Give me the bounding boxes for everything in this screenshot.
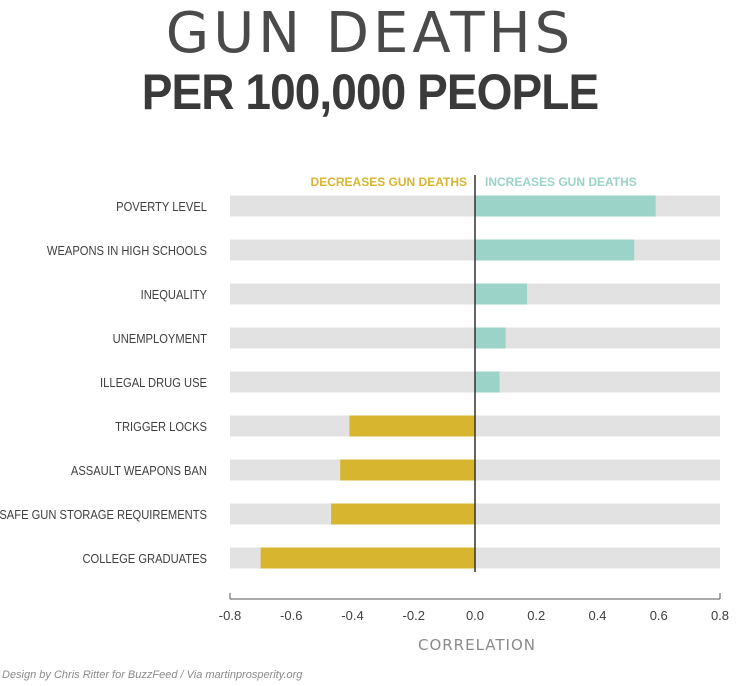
bar-mark	[475, 371, 500, 393]
category-label: SAFE GUN STORAGE REQUIREMENTS	[0, 507, 207, 522]
chart-subtitle: PER 100,000 PEOPLE	[141, 64, 599, 120]
category-label: UNEMPLOYMENT	[113, 331, 208, 346]
category-label: TRIGGER LOCKS	[115, 419, 207, 434]
legend-increases-label: INCREASES GUN DEATHS	[485, 175, 637, 189]
chart-title: GUN DEATHS	[165, 1, 575, 66]
bar-mark	[475, 283, 528, 305]
category-label: POVERTY LEVEL	[116, 199, 207, 214]
category-label: WEAPONS IN HIGH SCHOOLS	[47, 243, 207, 258]
x-tick-label: 0.8	[711, 608, 729, 623]
bar-mark	[331, 503, 475, 525]
bar-mark	[475, 327, 506, 349]
category-label: ILLEGAL DRUG USE	[100, 375, 207, 390]
category-label: ASSAULT WEAPONS BAN	[71, 463, 207, 478]
x-tick-label: 0.4	[588, 608, 606, 623]
x-tick-label: -0.8	[219, 608, 241, 623]
x-axis-title: CORRELATION	[418, 636, 536, 654]
bar-mark	[260, 547, 475, 569]
x-tick-label: -0.4	[341, 608, 363, 623]
x-tick-label: -0.2	[403, 608, 425, 623]
bar-mark	[475, 195, 656, 217]
legend-decreases-label: DECREASES GUN DEATHS	[311, 175, 467, 189]
bar-mark	[340, 459, 475, 481]
category-label: INEQUALITY	[141, 287, 207, 302]
image-credit: Design by Chris Ritter for BuzzFeed / Vi…	[2, 669, 303, 681]
x-tick-label: -0.6	[280, 608, 302, 623]
category-label: COLLEGE GRADUATES	[82, 551, 207, 566]
x-tick-label: 0.6	[650, 608, 668, 623]
x-tick-label: 0.0	[466, 608, 484, 623]
x-tick-label: 0.2	[527, 608, 545, 623]
bar-mark	[349, 415, 475, 437]
bar-mark	[475, 239, 635, 261]
